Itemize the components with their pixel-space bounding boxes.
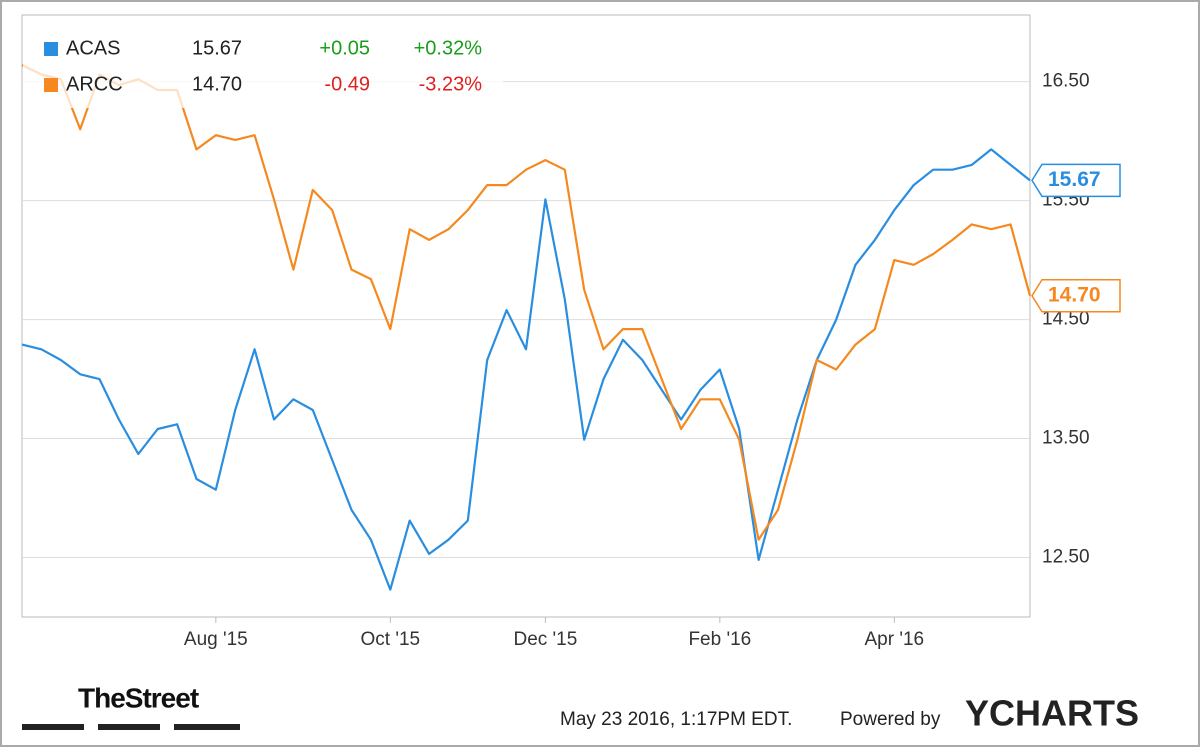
brand-bar <box>22 724 84 730</box>
x-tick-label: Oct '15 <box>361 629 421 650</box>
brand-bar <box>174 724 240 730</box>
ycharts-logo: YCHARTS <box>965 693 1139 734</box>
legend-change: +0.05 <box>319 37 370 59</box>
end-label: 14.70 <box>1048 283 1101 306</box>
legend-last: 15.67 <box>192 37 242 59</box>
series-line <box>21 64 1032 541</box>
legend-swatch <box>44 42 58 56</box>
end-label-box <box>1031 279 1121 313</box>
powered-by: Powered by <box>840 709 941 730</box>
x-tick-label: Apr '16 <box>865 629 925 650</box>
y-tick-label: 13.50 <box>1042 428 1090 449</box>
x-tick-label: Feb '16 <box>688 629 751 650</box>
y-tick-label: 16.50 <box>1042 71 1090 92</box>
brand-bar <box>98 724 160 730</box>
y-tick-label: 14.50 <box>1042 309 1090 330</box>
timestamp: May 23 2016, 1:17PM EDT. <box>560 709 792 730</box>
x-tick-label: Dec '15 <box>513 629 577 650</box>
legend-name: ACAS <box>66 37 120 59</box>
brand: TheStreet <box>78 682 199 713</box>
legend-change: -0.49 <box>324 73 370 95</box>
y-tick-label: 12.50 <box>1042 547 1090 568</box>
plot-area <box>21 14 1031 618</box>
legend-swatch <box>44 78 58 92</box>
legend-change-pct: +0.32% <box>414 37 483 59</box>
series-line <box>21 148 1031 591</box>
legend-box <box>23 28 503 108</box>
legend-change-pct: -3.23% <box>419 73 483 95</box>
legend-name: ARCC <box>66 73 123 95</box>
end-label: 15.67 <box>1048 168 1101 191</box>
x-tick-label: Aug '15 <box>184 629 248 650</box>
legend-last: 14.70 <box>192 73 242 95</box>
end-label-box <box>1031 163 1121 198</box>
